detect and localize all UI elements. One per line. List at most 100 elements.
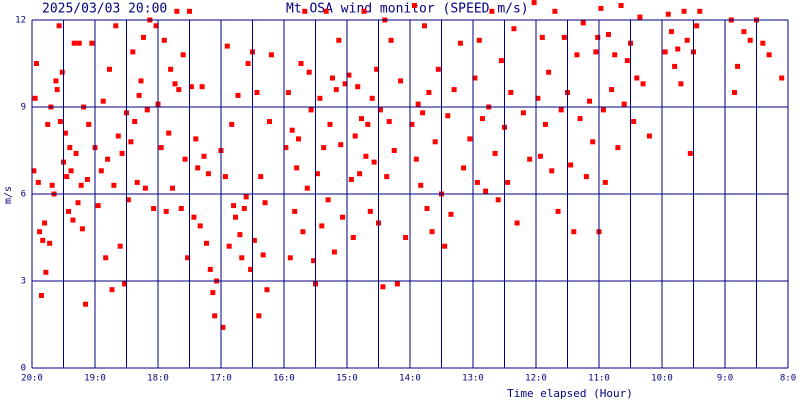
- data-point: [311, 258, 317, 264]
- data-point: [100, 98, 106, 104]
- data-point: [624, 58, 630, 64]
- data-point: [222, 174, 228, 180]
- data-point: [365, 121, 371, 127]
- data-point: [79, 226, 85, 232]
- data-point: [138, 78, 144, 84]
- data-point: [59, 69, 65, 75]
- data-point: [367, 208, 373, 214]
- data-point: [331, 249, 337, 255]
- data-point: [136, 92, 142, 98]
- data-point: [264, 287, 270, 293]
- data-point: [555, 208, 561, 214]
- data-point: [95, 203, 101, 209]
- data-point: [615, 145, 621, 151]
- data-point: [302, 8, 308, 14]
- x-axis-label: Time elapsed (Hour): [507, 387, 633, 400]
- data-point: [348, 177, 354, 182]
- data-point: [229, 121, 235, 127]
- data-point: [180, 52, 186, 58]
- data-point: [241, 206, 247, 211]
- data-point: [33, 61, 39, 66]
- data-point: [132, 119, 138, 124]
- data-point: [346, 72, 352, 78]
- data-point: [498, 58, 504, 64]
- data-point: [86, 121, 92, 127]
- data-point: [317, 95, 323, 101]
- data-point: [424, 206, 430, 211]
- data-point: [168, 66, 174, 72]
- data-point: [409, 121, 415, 127]
- data-point: [694, 23, 700, 29]
- data-point: [260, 252, 266, 258]
- data-point: [537, 153, 543, 159]
- data-point: [172, 81, 178, 87]
- data-point: [568, 162, 574, 168]
- data-point: [70, 217, 76, 223]
- data-point: [254, 90, 260, 95]
- data-point: [235, 92, 241, 98]
- data-point: [66, 208, 72, 214]
- data-point: [489, 8, 495, 14]
- data-point: [527, 156, 533, 162]
- y-tick-label: 3: [21, 277, 26, 287]
- data-point: [602, 179, 608, 185]
- data-point: [40, 237, 46, 243]
- data-point: [56, 23, 62, 29]
- data-point: [111, 182, 117, 188]
- data-point: [467, 136, 473, 142]
- data-point: [472, 75, 478, 81]
- data-point: [662, 49, 668, 55]
- data-point: [386, 119, 392, 124]
- data-point: [226, 243, 232, 249]
- data-point: [330, 75, 336, 81]
- data-point: [358, 116, 364, 122]
- data-point: [103, 255, 109, 261]
- x-tick-label: 11:0: [588, 374, 610, 384]
- data-point: [89, 40, 95, 46]
- x-tick-label: 18:0: [147, 374, 169, 384]
- data-point: [251, 237, 257, 243]
- data-point: [479, 116, 485, 122]
- data-point: [53, 78, 59, 84]
- data-point: [552, 8, 558, 14]
- data-point: [432, 139, 438, 145]
- data-point: [731, 90, 737, 95]
- data-point: [747, 37, 753, 43]
- data-point: [68, 168, 74, 174]
- data-point: [640, 81, 646, 87]
- data-point: [31, 168, 37, 174]
- data-point: [144, 107, 150, 113]
- data-point: [549, 168, 555, 174]
- data-point: [574, 52, 580, 58]
- data-point: [32, 95, 38, 101]
- data-point: [57, 119, 63, 124]
- x-tick-label: 17:0: [210, 374, 232, 384]
- data-point: [141, 34, 147, 40]
- data-point: [457, 40, 463, 46]
- data-point: [426, 90, 432, 95]
- data-point: [153, 23, 159, 29]
- data-point: [697, 8, 703, 14]
- data-point: [78, 182, 84, 188]
- data-point: [418, 182, 424, 188]
- data-point: [174, 8, 180, 14]
- data-point: [75, 200, 81, 206]
- data-point: [295, 136, 301, 142]
- data-point: [514, 220, 520, 226]
- data-point: [672, 63, 678, 69]
- data-point: [35, 179, 41, 185]
- data-point: [363, 153, 369, 159]
- data-point: [445, 113, 451, 119]
- data-point: [609, 87, 615, 93]
- data-point: [67, 145, 73, 151]
- data-point: [220, 324, 226, 330]
- data-point: [595, 34, 601, 40]
- data-point: [442, 243, 448, 249]
- x-tick-label: 13:0: [462, 374, 484, 384]
- data-point: [535, 95, 541, 101]
- data-point: [197, 223, 203, 229]
- data-point: [590, 139, 596, 145]
- data-point: [539, 34, 545, 40]
- data-point: [256, 313, 262, 319]
- data-point: [593, 49, 599, 55]
